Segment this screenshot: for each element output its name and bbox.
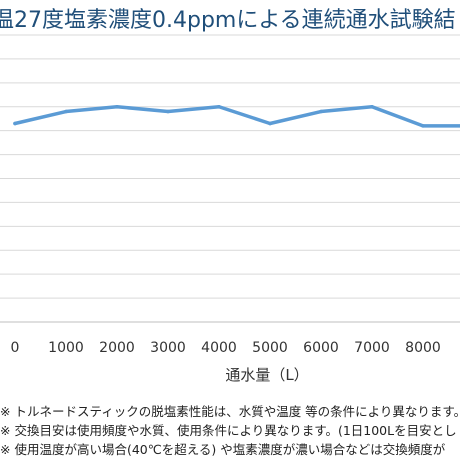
x-tick-labels: 0100020003000400050006000700080009 xyxy=(11,340,441,356)
line-chart: 0100020003000400050006000700080009 通水量（L… xyxy=(0,34,460,384)
data-point xyxy=(319,109,323,114)
data-point xyxy=(217,104,221,109)
footnote: ※ 交換目安は使用頻度や水質、使用条件により異なります。(1日100Lを目安とし xyxy=(0,423,457,438)
x-tick-label: 2000 xyxy=(99,340,135,356)
footnote: ※ トルネードスティックの脱塩素性能は、水質や温度 等の条件により異なります。 xyxy=(0,404,460,419)
x-tick-label: 1000 xyxy=(48,340,84,356)
series-line xyxy=(13,105,460,128)
x-tick-label: 8000 xyxy=(405,340,441,356)
data-point xyxy=(115,104,119,109)
footnote: ※ 使用温度が高い場合(40℃を超える) や塩素濃度が濃い場合などは交換頻度が xyxy=(0,442,446,457)
x-tick-label: 5000 xyxy=(252,340,288,356)
data-point xyxy=(13,121,17,126)
gridlines xyxy=(0,34,460,323)
data-point xyxy=(268,121,272,126)
x-tick-label: 7000 xyxy=(354,340,390,356)
data-point xyxy=(370,104,374,109)
footnotes: ※ トルネードスティックの脱塩素性能は、水質や温度 等の条件により異なります。 … xyxy=(0,402,460,459)
series-line-group xyxy=(13,104,460,128)
data-point xyxy=(166,109,170,114)
x-tick-label: 0 xyxy=(11,340,20,356)
x-tick-label: 4000 xyxy=(201,340,237,356)
x-tick-label: 6000 xyxy=(303,340,339,356)
data-point xyxy=(421,124,425,128)
x-tick-label: 3000 xyxy=(150,340,186,356)
x-axis-label: 通水量（L） xyxy=(225,366,308,384)
data-point xyxy=(64,109,68,114)
chart-title: 温27度塩素濃度0.4ppmによる連続通水試験結 xyxy=(0,8,456,33)
